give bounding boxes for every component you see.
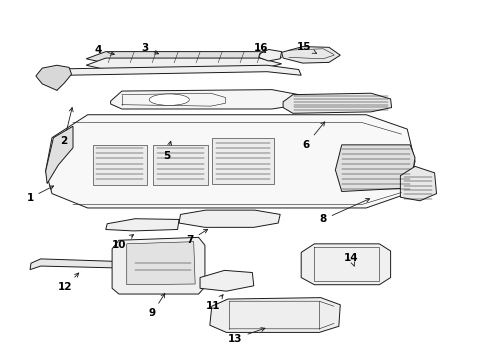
Polygon shape bbox=[282, 46, 340, 63]
Ellipse shape bbox=[149, 94, 189, 105]
Text: 9: 9 bbox=[148, 293, 165, 318]
Polygon shape bbox=[46, 115, 415, 208]
Text: 11: 11 bbox=[206, 295, 223, 311]
Polygon shape bbox=[210, 298, 340, 332]
Text: 16: 16 bbox=[253, 43, 268, 53]
Polygon shape bbox=[127, 242, 195, 285]
Polygon shape bbox=[30, 259, 129, 270]
Polygon shape bbox=[335, 145, 415, 192]
Text: 10: 10 bbox=[112, 235, 134, 250]
Polygon shape bbox=[86, 58, 282, 69]
Text: 14: 14 bbox=[344, 253, 359, 266]
Polygon shape bbox=[111, 90, 305, 109]
Polygon shape bbox=[212, 138, 274, 184]
Text: 5: 5 bbox=[163, 141, 172, 161]
Text: 15: 15 bbox=[296, 42, 317, 53]
Text: 7: 7 bbox=[187, 229, 208, 245]
Polygon shape bbox=[86, 51, 282, 63]
Polygon shape bbox=[106, 219, 179, 231]
Polygon shape bbox=[301, 244, 391, 285]
Polygon shape bbox=[200, 270, 254, 291]
Polygon shape bbox=[283, 93, 392, 113]
Polygon shape bbox=[36, 65, 72, 90]
Polygon shape bbox=[112, 237, 205, 294]
Text: 2: 2 bbox=[61, 108, 73, 145]
Text: 6: 6 bbox=[302, 122, 325, 150]
Text: 3: 3 bbox=[141, 43, 158, 54]
Text: 13: 13 bbox=[228, 328, 265, 343]
Polygon shape bbox=[179, 210, 280, 227]
Polygon shape bbox=[400, 166, 437, 201]
Text: 4: 4 bbox=[95, 45, 114, 55]
Polygon shape bbox=[46, 126, 73, 184]
Text: 1: 1 bbox=[26, 186, 53, 203]
Polygon shape bbox=[153, 145, 208, 185]
Text: 12: 12 bbox=[58, 273, 79, 292]
Text: 8: 8 bbox=[319, 198, 369, 224]
Polygon shape bbox=[259, 49, 282, 61]
Polygon shape bbox=[57, 65, 301, 90]
Polygon shape bbox=[93, 145, 147, 185]
